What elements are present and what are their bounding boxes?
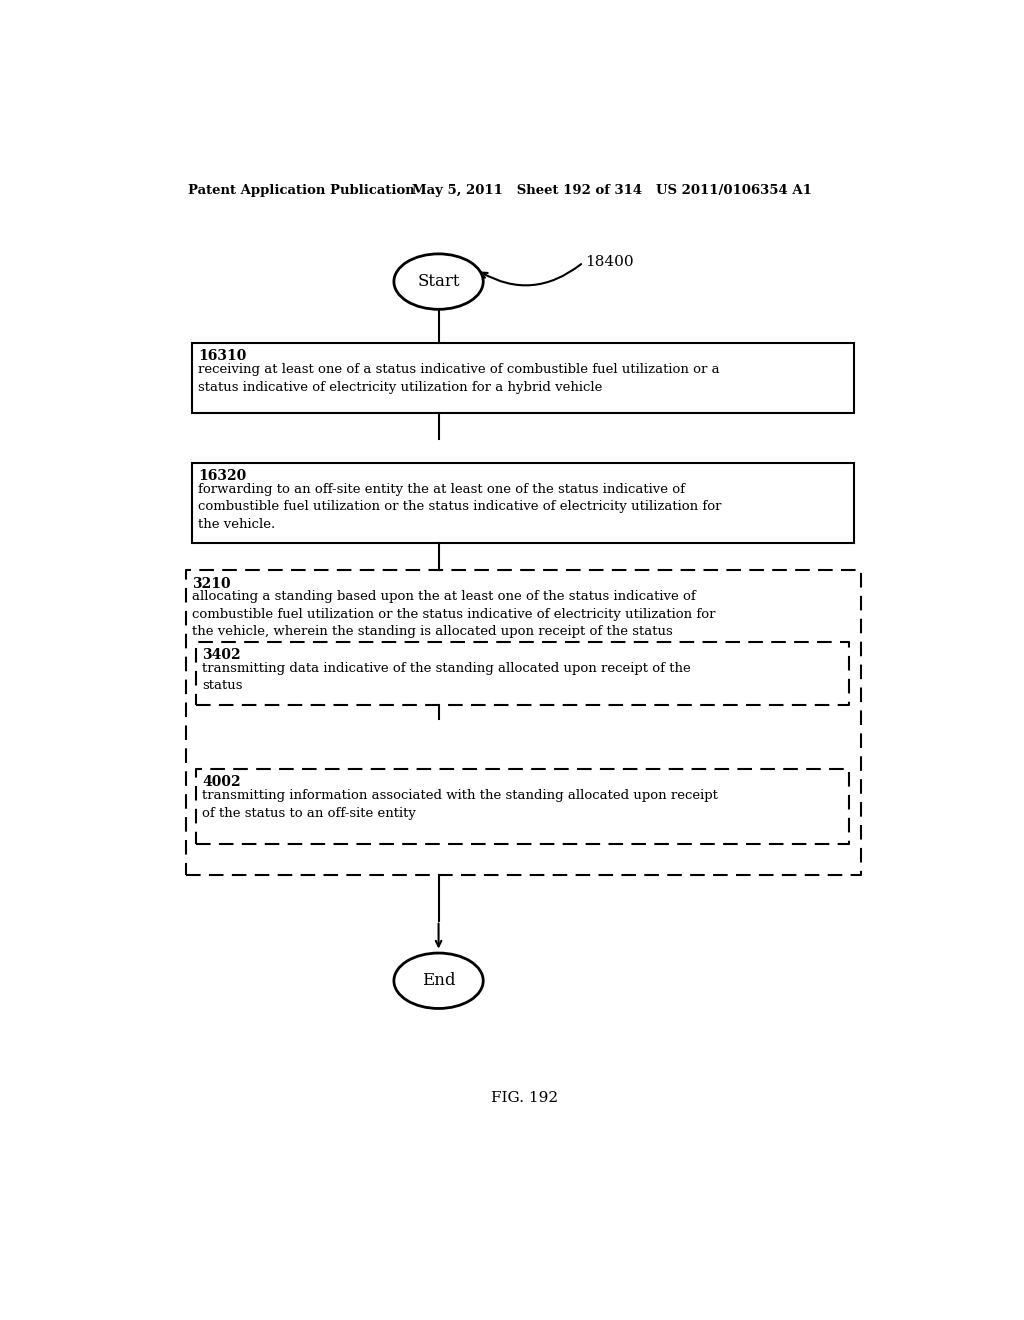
Text: receiving at least one of a status indicative of combustible fuel utilization or: receiving at least one of a status indic… bbox=[199, 363, 720, 393]
Text: 18400: 18400 bbox=[585, 255, 634, 269]
Text: FIG. 192: FIG. 192 bbox=[492, 1090, 558, 1105]
Text: End: End bbox=[422, 973, 456, 989]
Ellipse shape bbox=[394, 953, 483, 1008]
Text: Start: Start bbox=[418, 273, 460, 290]
Text: 3210: 3210 bbox=[193, 577, 230, 590]
Text: May 5, 2011   Sheet 192 of 314   US 2011/0106354 A1: May 5, 2011 Sheet 192 of 314 US 2011/010… bbox=[412, 185, 811, 197]
Text: Patent Application Publication: Patent Application Publication bbox=[188, 185, 415, 197]
Text: 4002: 4002 bbox=[202, 775, 241, 789]
Text: transmitting information associated with the standing allocated upon receipt
of : transmitting information associated with… bbox=[202, 789, 718, 820]
Text: 16320: 16320 bbox=[199, 469, 247, 483]
Text: forwarding to an off-site entity the at least one of the status indicative of
co: forwarding to an off-site entity the at … bbox=[199, 483, 722, 531]
Text: allocating a standing based upon the at least one of the status indicative of
co: allocating a standing based upon the at … bbox=[193, 590, 716, 639]
Text: transmitting data indicative of the standing allocated upon receipt of the
statu: transmitting data indicative of the stan… bbox=[202, 663, 691, 693]
Text: 3402: 3402 bbox=[202, 648, 241, 663]
Ellipse shape bbox=[394, 253, 483, 309]
Bar bbox=[193, 343, 854, 412]
Bar bbox=[193, 462, 854, 544]
Text: 16310: 16310 bbox=[199, 350, 247, 363]
